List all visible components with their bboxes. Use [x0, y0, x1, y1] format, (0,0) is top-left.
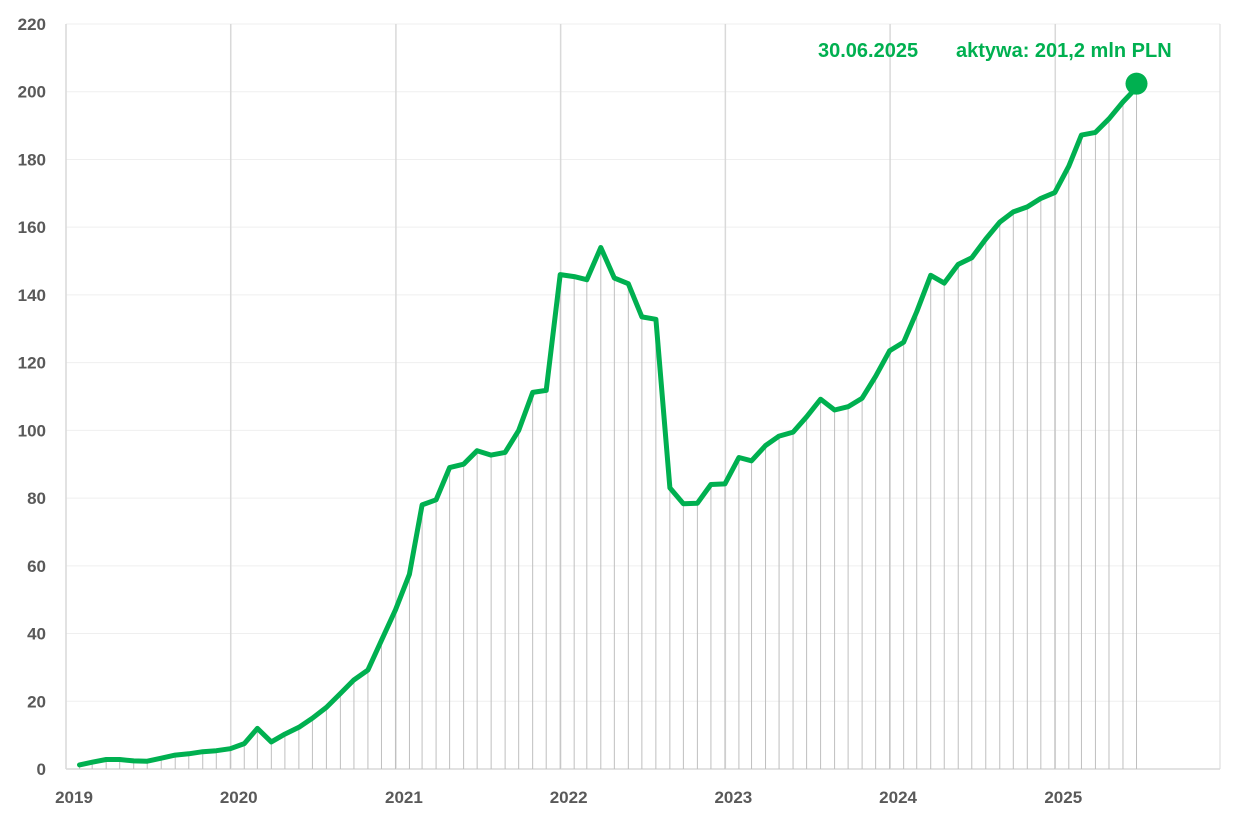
series-group	[77, 72, 1148, 768]
y-tick-label: 20	[27, 692, 46, 711]
x-axis-ticks: 2019 2020 2021 2022 2023 2024 2025	[55, 788, 1082, 807]
drop-lines	[79, 87, 1138, 769]
y-tick-label: 60	[27, 557, 46, 576]
annotation-date: 30.06.2025	[818, 40, 918, 62]
y-tick-label: 40	[27, 625, 46, 644]
y-tick-label: 120	[18, 354, 46, 373]
y-tick-label: 180	[18, 150, 46, 169]
x-tick-label: 2023	[714, 788, 752, 807]
series-line	[77, 85, 1139, 768]
y-axis-ticks: 0 20 40 60 80 100 120 140 160 180 200 220	[18, 15, 46, 779]
x-tick-label: 2022	[550, 788, 588, 807]
highlight-point	[1125, 72, 1148, 95]
x-tick-label: 2024	[879, 788, 917, 807]
x-tick-label: 2019	[55, 788, 93, 807]
y-tick-label: 0	[37, 760, 46, 779]
annotation-group: 30.06.2025 aktywa: 201,2 mln PLN	[818, 40, 1172, 62]
x-tick-label: 2021	[385, 788, 423, 807]
gridlines	[65, 23, 1221, 770]
y-tick-label: 160	[18, 218, 46, 237]
y-tick-label: 80	[27, 489, 46, 508]
y-tick-label: 200	[18, 83, 46, 102]
y-tick-label: 100	[18, 421, 46, 440]
annotation-text: aktywa: 201,2 mln PLN	[956, 40, 1172, 62]
y-tick-label: 140	[18, 286, 46, 305]
x-tick-label: 2025	[1044, 788, 1082, 807]
y-tick-label: 220	[18, 15, 46, 34]
x-tick-label: 2020	[220, 788, 258, 807]
